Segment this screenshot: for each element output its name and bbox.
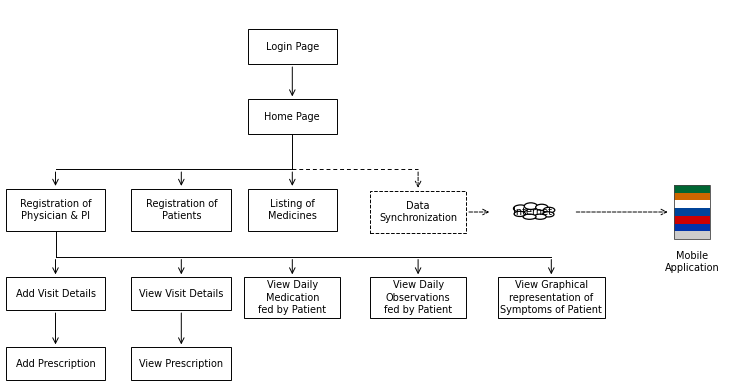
Bar [370,277,466,318]
Bar [132,277,231,310]
Bar [248,29,337,64]
Text: Registration of
Physician & PI: Registration of Physician & PI [20,199,91,221]
Bar [5,347,106,380]
Text: Add Visit Details: Add Visit Details [16,289,95,299]
Bar [674,208,710,216]
Text: Registration of
Patients: Registration of Patients [146,199,217,221]
Ellipse shape [523,214,536,219]
Text: View Prescription: View Prescription [139,359,223,369]
Bar [248,189,337,231]
Bar [674,185,710,193]
Text: Login Page: Login Page [266,42,319,52]
Ellipse shape [534,214,546,219]
Ellipse shape [514,211,525,216]
Text: Listing of
Medicines: Listing of Medicines [268,199,317,221]
Text: View Daily
Medication
fed by Patient: View Daily Medication fed by Patient [258,280,326,315]
Bar [674,231,710,239]
Bar [132,189,231,231]
Text: View Graphical
representation of
Symptoms of Patient: View Graphical representation of Symptom… [500,280,602,315]
Bar [674,224,710,231]
Bar [132,347,231,380]
Bar [244,277,340,318]
Text: Mobile
Application: Mobile Application [665,251,719,273]
Text: View Visit Details: View Visit Details [139,289,223,299]
Bar [674,193,710,200]
Ellipse shape [514,205,528,212]
Ellipse shape [524,203,537,209]
Text: View Daily
Observations
fed by Patient: View Daily Observations fed by Patient [384,280,452,315]
Text: Data
Synchronization: Data Synchronization [379,201,457,223]
Ellipse shape [542,212,554,217]
Bar [674,216,710,224]
Bar [5,277,106,310]
Bar [497,277,605,318]
Text: Internet: Internet [514,207,552,217]
Text: Add Prescription: Add Prescription [16,359,95,369]
Bar [370,191,466,233]
Text: Home Page: Home Page [264,112,320,122]
Ellipse shape [543,207,555,213]
Ellipse shape [536,204,548,210]
Bar [5,189,106,231]
Bar [248,99,337,134]
Bar [674,185,710,239]
Bar [674,200,710,208]
